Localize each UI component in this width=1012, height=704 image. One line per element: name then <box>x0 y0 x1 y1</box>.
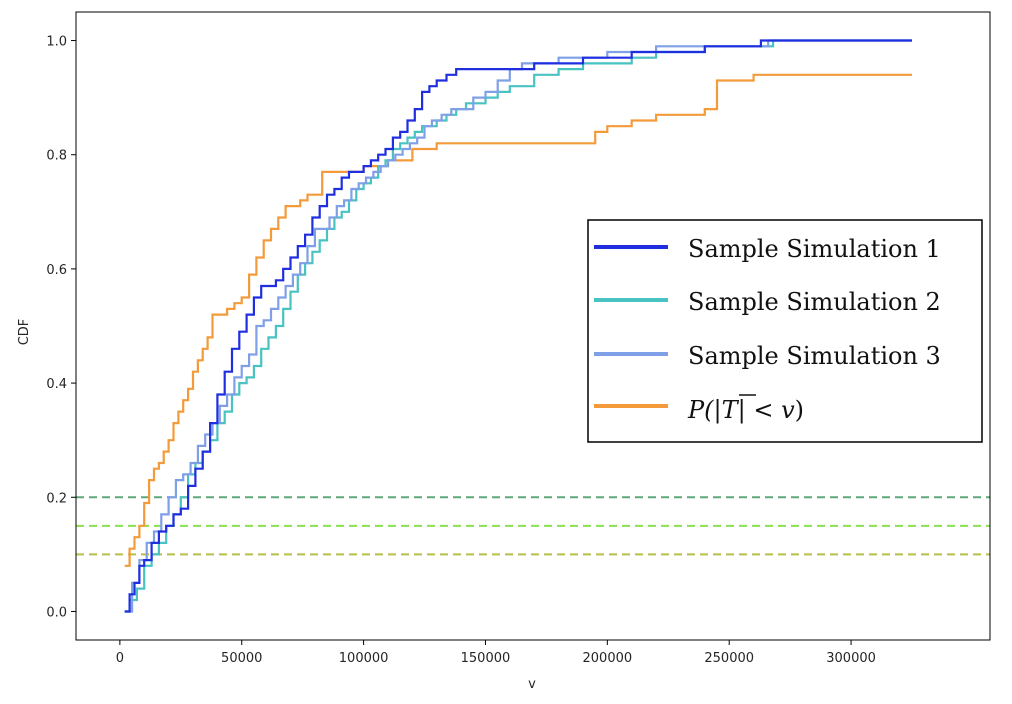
legend-label-1: Sample Simulation 1 <box>688 235 941 263</box>
threshold-lines <box>76 496 990 556</box>
y-axis-ticks: 0.0 0.2 0.4 0.6 0.8 1.0 <box>46 35 76 620</box>
legend-label-3: Sample Simulation 3 <box>688 342 941 370</box>
x-tick-label: 50000 <box>221 651 262 666</box>
series-line-4 <box>124 73 912 567</box>
y-tick-label: 1.0 <box>46 35 67 50</box>
y-tick-label: 0.4 <box>46 377 67 392</box>
x-tick-label: 200000 <box>583 651 633 666</box>
axes-frame <box>75 11 991 641</box>
legend-label-4: P(|T| < v) <box>687 396 804 425</box>
x-tick-label: 100000 <box>339 651 389 666</box>
legend-label-2: Sample Simulation 2 <box>688 288 941 316</box>
x-tick-label: 150000 <box>461 651 511 666</box>
y-axis-label: CDF <box>17 319 32 346</box>
x-tick-label: 250000 <box>704 651 754 666</box>
x-tick-label: 0 <box>116 651 124 666</box>
series-lines <box>124 39 912 613</box>
y-tick-label: 0.0 <box>46 605 67 620</box>
series-line-3 <box>124 39 912 613</box>
x-axis-label: v <box>528 677 536 692</box>
legend: Sample Simulation 1 Sample Simulation 2 … <box>587 219 983 443</box>
y-tick-label: 0.6 <box>46 263 67 278</box>
series-line-1 <box>124 39 912 613</box>
t-bar-symbol: T <box>722 396 740 424</box>
x-tick-label: 300000 <box>826 651 876 666</box>
y-tick-label: 0.2 <box>46 491 67 506</box>
y-tick-label: 0.8 <box>46 149 67 164</box>
x-axis-ticks: 0 50000 100000 150000 200000 250000 300000 <box>116 640 876 666</box>
